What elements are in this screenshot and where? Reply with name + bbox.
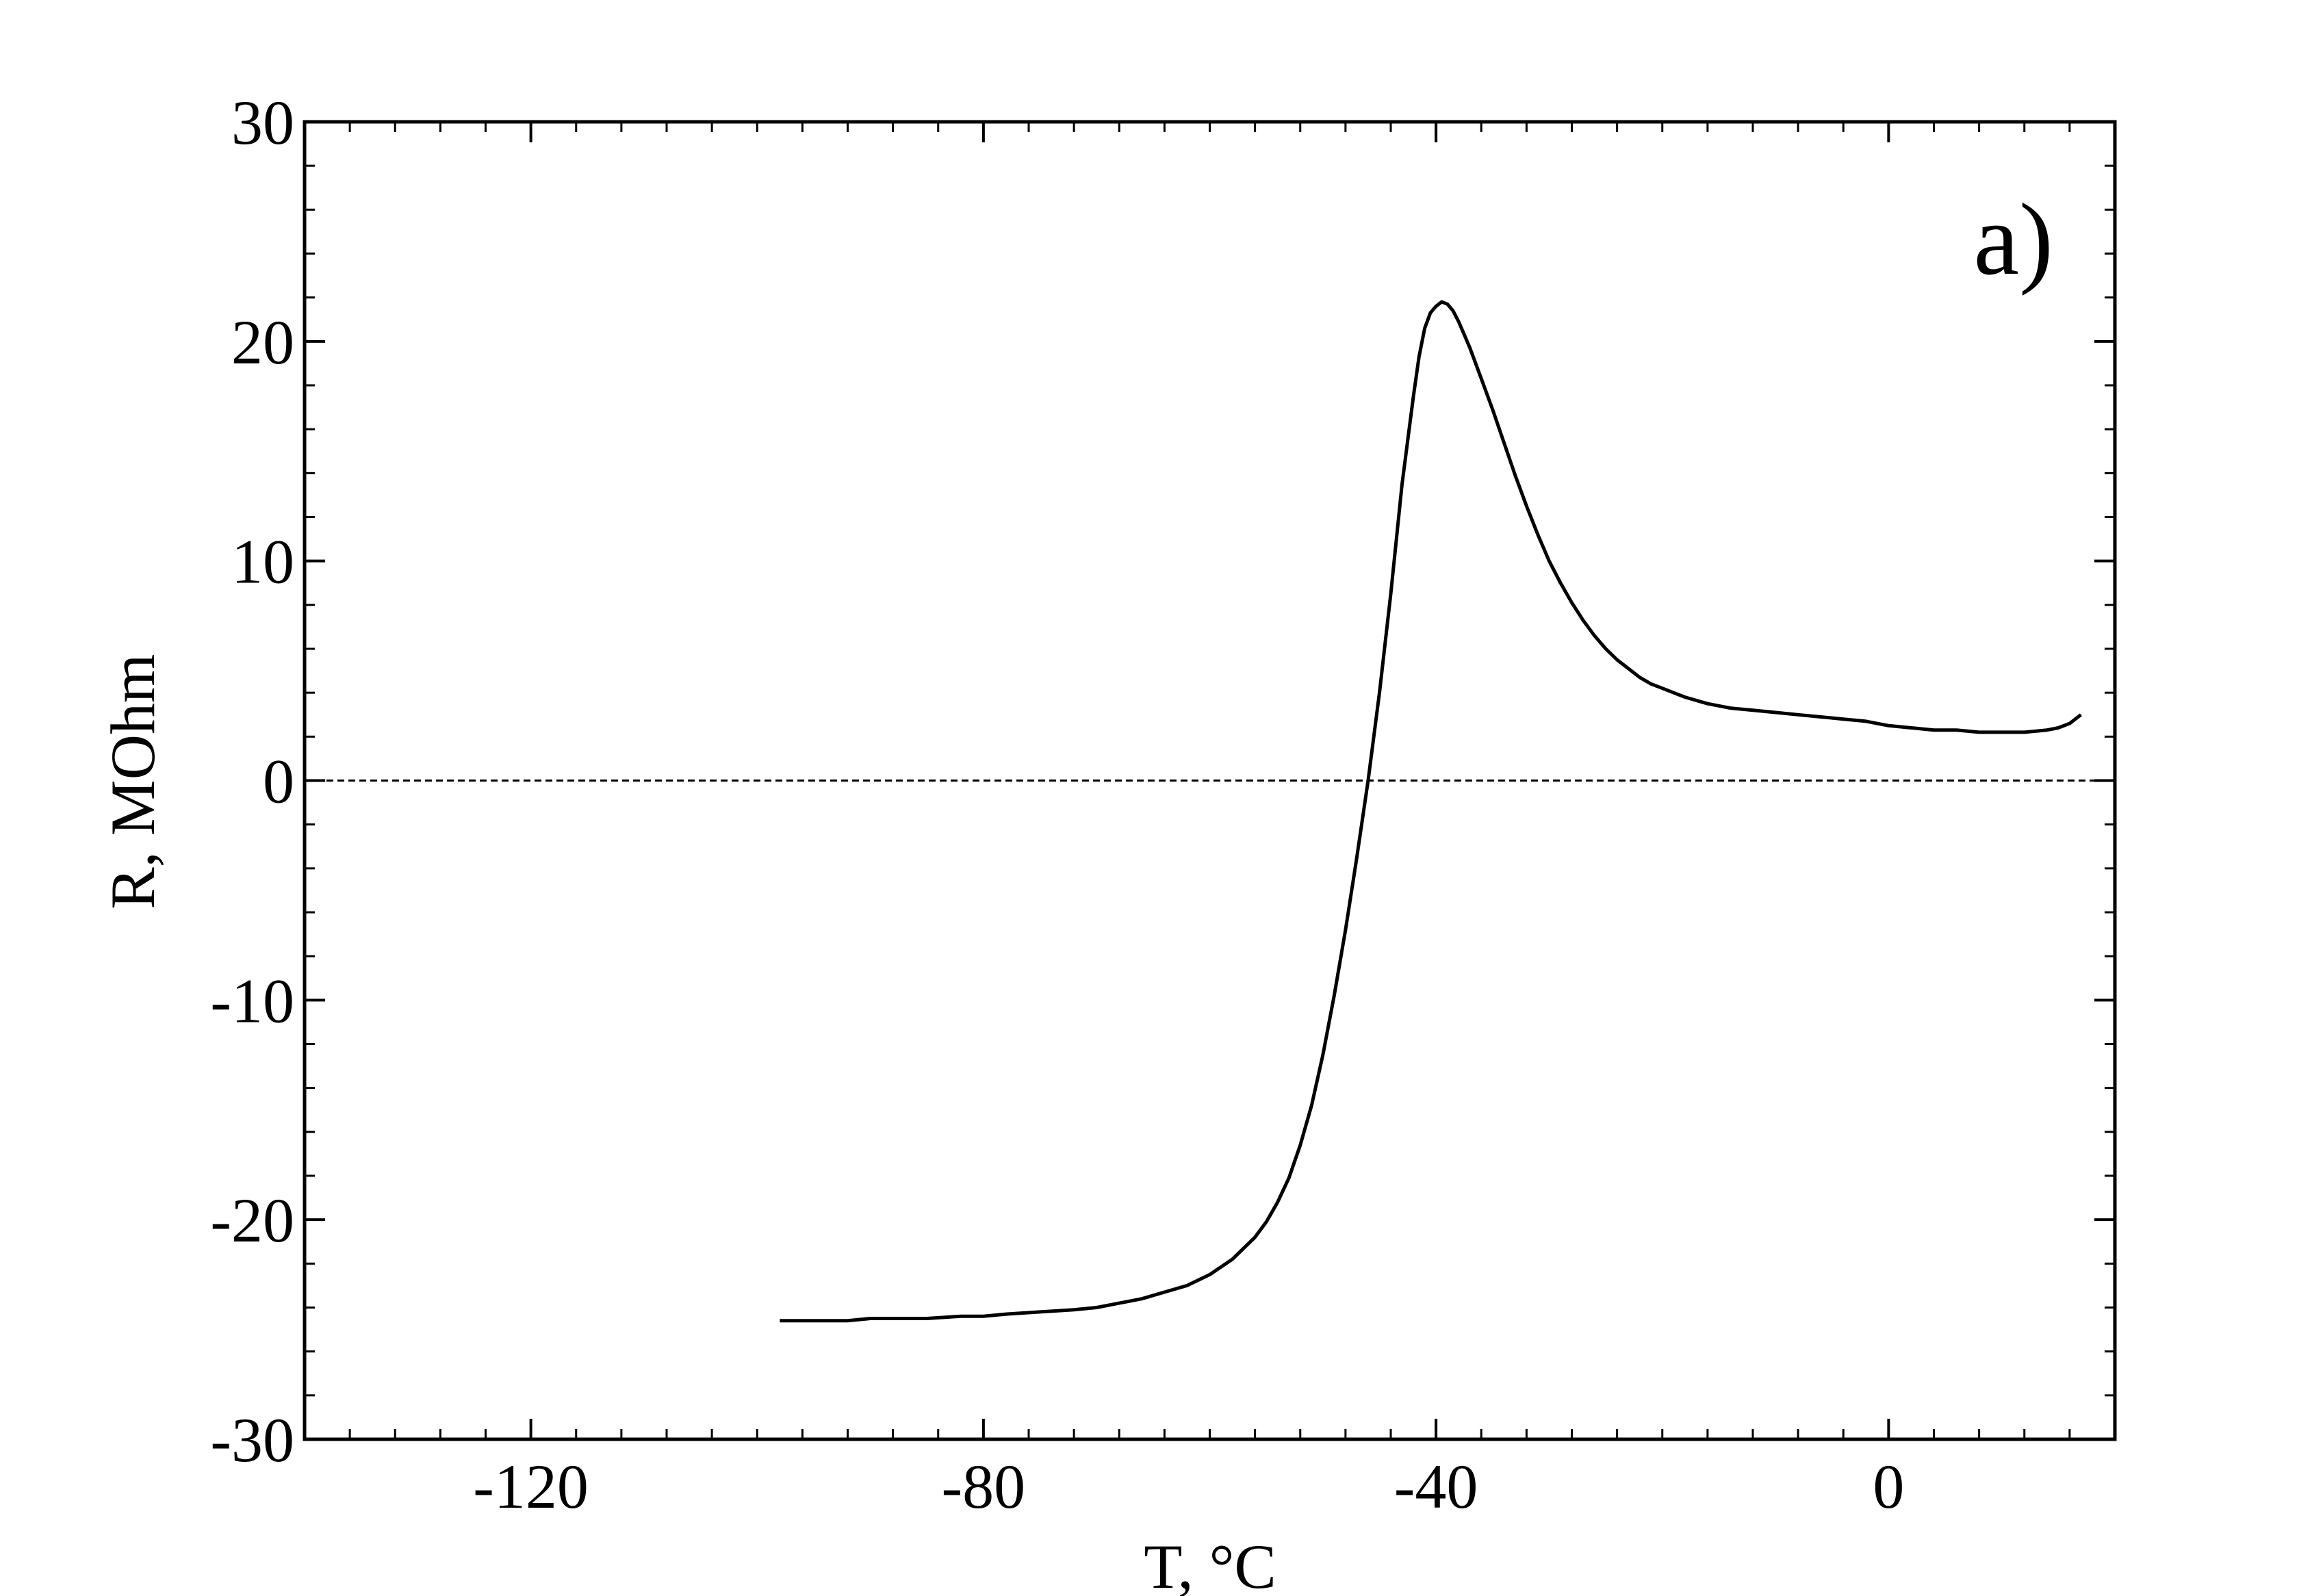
y-tick-label: -30 [210, 1405, 294, 1475]
x-tick-label: -120 [473, 1452, 589, 1521]
y-axis-title: R, MOhm [98, 654, 168, 909]
panel-label: a) [1973, 183, 2053, 296]
y-tick-label: 0 [263, 747, 294, 816]
y-tick-label: 10 [231, 527, 294, 597]
y-tick-label: 30 [231, 88, 294, 157]
tick-labels: -120 -80 -40 0 -30 -20 -10 0 10 20 30 [210, 88, 1904, 1521]
y-tick-label: -10 [210, 966, 294, 1035]
y-tick-label: -20 [210, 1185, 294, 1255]
x-tick-label: -80 [942, 1452, 1026, 1521]
y-tick-label: 20 [231, 307, 294, 377]
x-tick-label: -40 [1394, 1452, 1478, 1521]
plot-frame [303, 120, 2117, 1441]
x-tick-label: 0 [1873, 1452, 1904, 1521]
series-line [780, 300, 2082, 1323]
x-axis-title: T, °C [1144, 1532, 1276, 1596]
